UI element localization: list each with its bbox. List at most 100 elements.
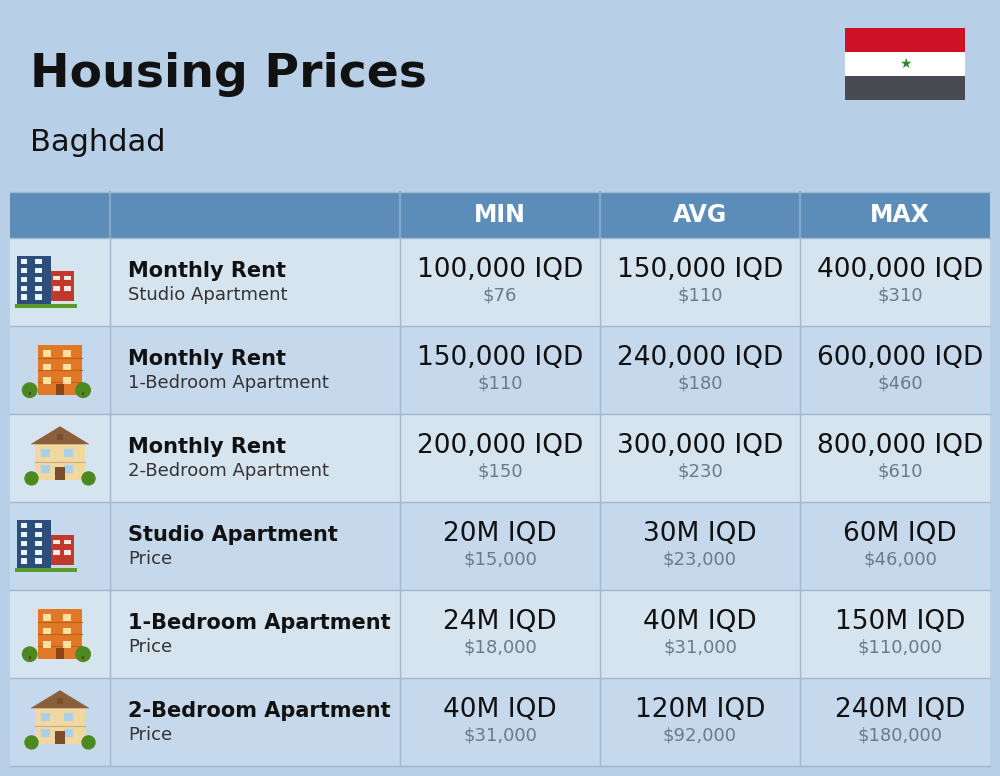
FancyBboxPatch shape [38,609,82,659]
FancyBboxPatch shape [21,541,27,546]
Text: $31,000: $31,000 [663,638,737,656]
FancyBboxPatch shape [56,648,64,659]
Text: $180,000: $180,000 [858,726,942,744]
Text: Baghdad: Baghdad [30,128,166,157]
FancyBboxPatch shape [35,268,42,273]
FancyBboxPatch shape [10,590,990,678]
FancyBboxPatch shape [17,256,51,308]
Text: 800,000 IQD: 800,000 IQD [817,433,983,459]
Text: $180: $180 [677,374,723,392]
Text: MIN: MIN [474,203,526,227]
FancyBboxPatch shape [43,628,51,635]
Text: Price: Price [128,726,172,744]
FancyBboxPatch shape [15,568,77,572]
FancyBboxPatch shape [29,656,31,660]
Circle shape [25,736,38,749]
FancyBboxPatch shape [21,532,27,537]
Text: 120M IQD: 120M IQD [635,697,765,722]
Circle shape [22,647,37,661]
FancyBboxPatch shape [35,559,42,563]
FancyBboxPatch shape [21,277,27,282]
Text: $110: $110 [477,374,523,392]
Text: $150: $150 [477,462,523,480]
FancyBboxPatch shape [29,392,31,395]
Circle shape [76,383,90,397]
Text: $460: $460 [877,374,923,392]
FancyBboxPatch shape [43,377,51,384]
FancyBboxPatch shape [21,294,27,300]
FancyBboxPatch shape [64,540,71,544]
Text: Monthly Rent: Monthly Rent [128,349,286,369]
FancyBboxPatch shape [21,268,27,273]
FancyBboxPatch shape [35,277,42,282]
Text: 240,000 IQD: 240,000 IQD [617,345,783,371]
Text: Price: Price [128,638,172,656]
Text: ★: ★ [899,57,911,71]
FancyBboxPatch shape [15,303,77,308]
Text: Studio Apartment: Studio Apartment [128,525,338,546]
FancyBboxPatch shape [21,559,27,563]
FancyBboxPatch shape [21,523,27,528]
FancyBboxPatch shape [56,384,64,394]
FancyBboxPatch shape [57,435,63,440]
Text: 1-Bedroom Apartment: 1-Bedroom Apartment [128,614,391,633]
FancyBboxPatch shape [10,678,990,766]
FancyBboxPatch shape [64,550,71,555]
Polygon shape [30,426,90,445]
Text: $46,000: $46,000 [863,550,937,568]
Text: 2-Bedroom Apartment: 2-Bedroom Apartment [128,462,329,480]
FancyBboxPatch shape [21,286,27,291]
FancyBboxPatch shape [10,238,990,326]
FancyBboxPatch shape [35,549,42,555]
FancyBboxPatch shape [21,259,27,265]
FancyBboxPatch shape [53,540,60,544]
Text: 400,000 IQD: 400,000 IQD [817,257,983,282]
FancyBboxPatch shape [35,532,42,537]
FancyBboxPatch shape [10,502,990,590]
FancyBboxPatch shape [51,271,74,302]
FancyBboxPatch shape [35,286,42,291]
Text: $110,000: $110,000 [858,638,942,656]
Text: Studio Apartment: Studio Apartment [128,286,288,304]
Circle shape [22,383,37,397]
Text: 200,000 IQD: 200,000 IQD [417,433,583,459]
Text: 1-Bedroom Apartment: 1-Bedroom Apartment [128,374,329,392]
FancyBboxPatch shape [845,76,965,100]
Text: 100,000 IQD: 100,000 IQD [417,257,583,282]
FancyBboxPatch shape [53,286,60,291]
FancyBboxPatch shape [63,364,71,370]
FancyBboxPatch shape [64,449,73,456]
FancyBboxPatch shape [43,364,51,370]
FancyBboxPatch shape [35,259,42,265]
Text: Housing Prices: Housing Prices [30,52,427,97]
FancyBboxPatch shape [63,628,71,635]
Text: $310: $310 [877,286,923,304]
Polygon shape [30,690,90,708]
FancyBboxPatch shape [43,351,51,357]
FancyBboxPatch shape [63,377,71,384]
FancyBboxPatch shape [64,465,73,473]
FancyBboxPatch shape [35,541,42,546]
Circle shape [82,736,95,749]
FancyBboxPatch shape [43,615,51,622]
Text: $18,000: $18,000 [463,638,537,656]
Text: 240M IQD: 240M IQD [835,697,965,722]
FancyBboxPatch shape [41,449,50,456]
FancyBboxPatch shape [55,731,65,744]
FancyBboxPatch shape [53,550,60,555]
Text: 300,000 IQD: 300,000 IQD [617,433,783,459]
Text: $23,000: $23,000 [663,550,737,568]
FancyBboxPatch shape [55,466,65,480]
FancyBboxPatch shape [63,615,71,622]
Text: $92,000: $92,000 [663,726,737,744]
FancyBboxPatch shape [64,729,73,736]
Text: Price: Price [128,550,172,568]
FancyBboxPatch shape [63,641,71,648]
FancyBboxPatch shape [21,549,27,555]
Text: 600,000 IQD: 600,000 IQD [817,345,983,371]
Text: $230: $230 [677,462,723,480]
Circle shape [25,472,38,485]
Text: 2-Bedroom Apartment: 2-Bedroom Apartment [128,702,391,722]
Text: MAX: MAX [870,203,930,227]
FancyBboxPatch shape [17,520,51,572]
